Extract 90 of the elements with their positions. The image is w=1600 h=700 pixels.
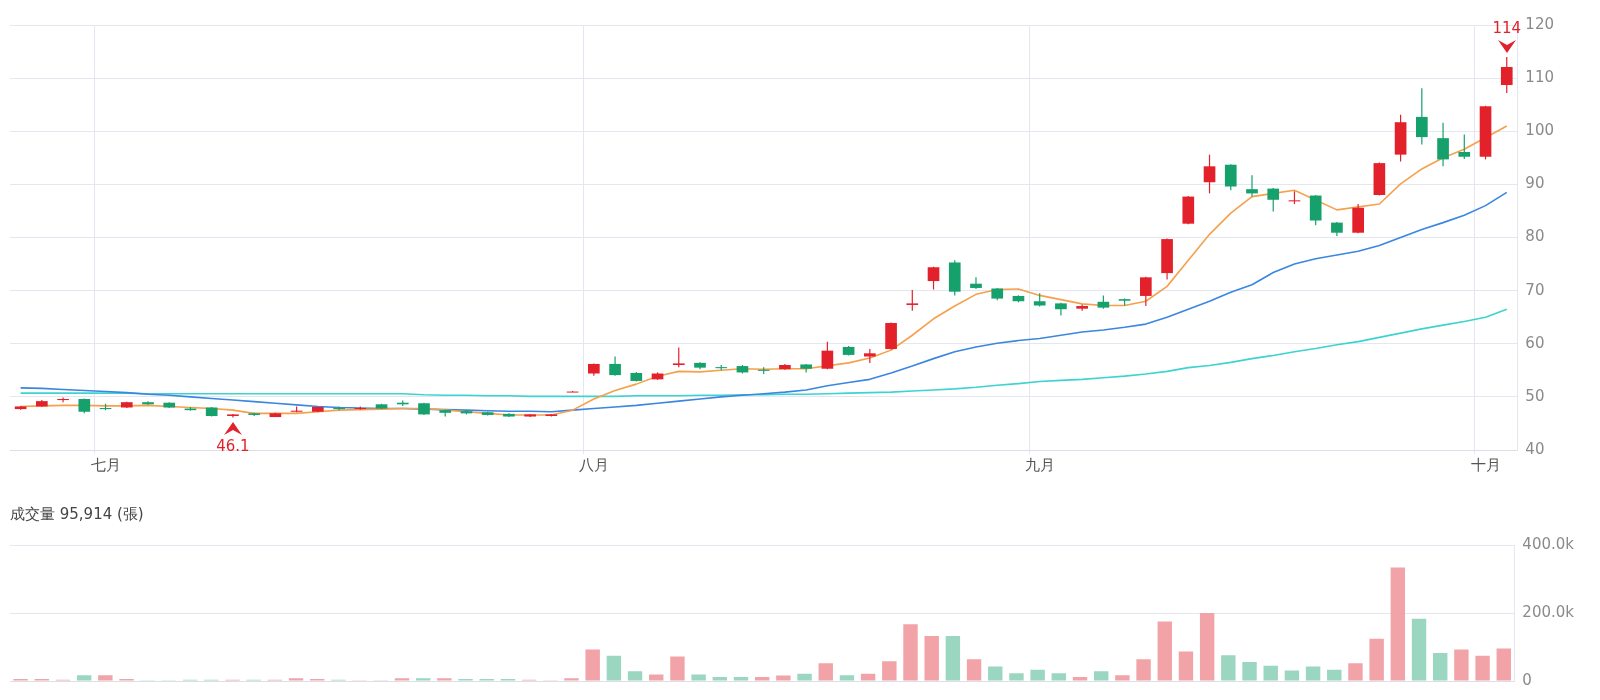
chart-title: 成交量 95,914 (張) (9, 504, 145, 525)
candlestick (1458, 133, 1471, 160)
candlestick (821, 341, 834, 370)
bar (712, 676, 728, 681)
bar (1242, 661, 1257, 681)
bar (966, 659, 982, 681)
bar (945, 636, 961, 681)
annotation: 46.1 (215, 436, 251, 455)
y-tick-label: 40 (1525, 439, 1545, 458)
x-tick-label: 七月 (90, 455, 121, 474)
y-tick-label: 70 (1525, 280, 1545, 299)
candlestick (57, 396, 69, 403)
candlestick (1224, 163, 1237, 191)
candlestick (609, 355, 621, 377)
bar (1093, 671, 1109, 681)
x-tick-label: 十月 (1470, 455, 1501, 474)
y-tick-label: 110 (1525, 68, 1555, 87)
candlestick (1055, 302, 1067, 317)
bar (1030, 669, 1045, 681)
bar (882, 661, 897, 681)
y-tick-label: 100 (1525, 121, 1555, 140)
bar (415, 678, 431, 681)
bar (1433, 653, 1448, 681)
bar (1369, 638, 1384, 681)
y-tick-label: 0 (1522, 670, 1532, 689)
y-tick-label: 400.0k (1522, 534, 1575, 553)
candlestick (970, 276, 982, 290)
bar (1411, 618, 1427, 681)
bar (670, 656, 685, 681)
y-tick-label: 60 (1525, 333, 1545, 352)
bar (733, 676, 749, 681)
bar (903, 624, 918, 681)
y-tick-label: 120 (1525, 14, 1555, 33)
x-tick-label: 九月 (1024, 455, 1055, 474)
candlestick (1203, 154, 1216, 195)
bar (606, 655, 622, 681)
candlestick (1267, 187, 1280, 213)
y-tick-label: 50 (1525, 386, 1545, 405)
candlestick (333, 405, 345, 411)
bar (1305, 666, 1321, 681)
bar (1475, 655, 1490, 681)
bar (1051, 673, 1067, 681)
bar (1157, 621, 1172, 681)
bar (1263, 665, 1278, 681)
bar (754, 676, 770, 681)
candlestick (227, 413, 239, 419)
candlestick (1437, 122, 1449, 167)
bar (1454, 649, 1469, 681)
bar (1327, 669, 1342, 681)
bar (1136, 659, 1151, 681)
bar (776, 675, 791, 681)
bar (1009, 673, 1024, 681)
bar (288, 678, 304, 681)
bar (818, 663, 833, 681)
bar (1496, 648, 1511, 681)
bar (564, 678, 579, 681)
candlestick (1076, 303, 1088, 312)
candlestick (672, 346, 685, 368)
candlestick (1246, 174, 1258, 198)
bar (1115, 675, 1130, 681)
bar (649, 674, 664, 681)
bar (1072, 676, 1088, 681)
bar (1199, 613, 1215, 681)
candlestick (1140, 276, 1152, 307)
bar (437, 678, 452, 681)
bar (627, 671, 643, 681)
y-tick-label: 200.0k (1522, 602, 1575, 621)
candlestick (142, 400, 154, 406)
bar (1178, 651, 1194, 681)
candlestick (1500, 56, 1513, 94)
bar (924, 636, 939, 681)
bar (860, 673, 876, 681)
bar (1221, 655, 1236, 681)
bar (585, 649, 600, 681)
bar (98, 675, 113, 681)
y-tick-label: 90 (1525, 174, 1545, 193)
candlestick (1415, 87, 1428, 146)
bar (797, 673, 812, 681)
bar (1284, 670, 1300, 681)
bar (394, 678, 410, 681)
annotation: 114 (1492, 18, 1522, 37)
x-tick-label: 八月 (578, 455, 609, 474)
bar (76, 675, 92, 681)
candlestick (906, 289, 919, 312)
bar (1348, 663, 1363, 681)
bar (839, 675, 855, 681)
bar (1390, 567, 1406, 681)
bar (691, 674, 706, 681)
bar (988, 666, 1003, 681)
y-tick-label: 80 (1525, 227, 1545, 246)
